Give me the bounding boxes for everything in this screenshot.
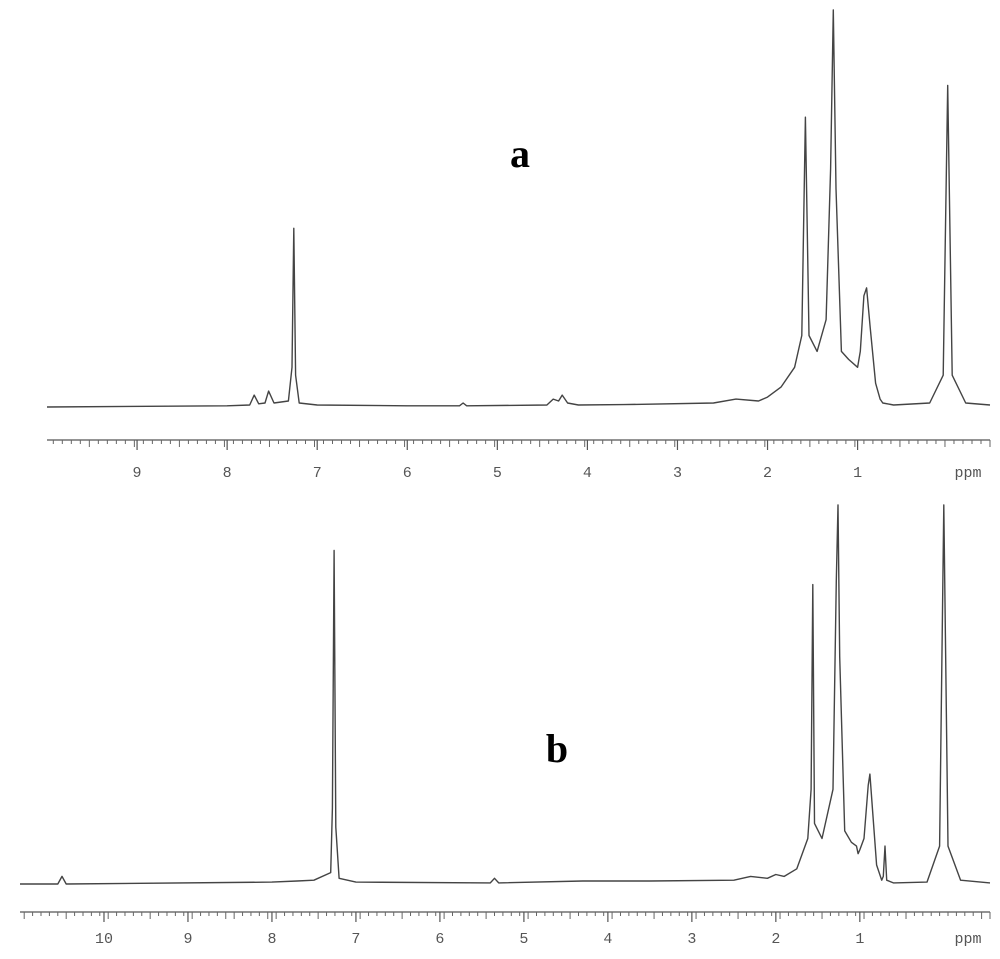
x-tick-label: 3 — [687, 931, 696, 948]
x-tick-label: 4 — [583, 465, 592, 482]
x-tick-label: 8 — [267, 931, 276, 948]
x-tick-label: 5 — [519, 931, 528, 948]
x-tick-label: 7 — [351, 931, 360, 948]
x-tick-label: 10 — [95, 931, 113, 948]
x-tick-label: 7 — [313, 465, 322, 482]
spectrum-line — [20, 504, 991, 885]
x-tick-label: 1 — [853, 465, 862, 482]
x-axis-label: ppm — [954, 465, 981, 482]
spectrum-line — [46, 9, 991, 408]
x-tick-label: 1 — [855, 931, 864, 948]
x-tick-label: 2 — [763, 465, 772, 482]
x-tick-label: 8 — [223, 465, 232, 482]
x-axis-label: ppm — [954, 931, 981, 948]
x-tick-label: 4 — [603, 931, 612, 948]
x-tick-label: 2 — [771, 931, 780, 948]
x-tick-label: 6 — [403, 465, 412, 482]
panel-label: b — [546, 726, 568, 771]
panel-label: a — [510, 131, 530, 176]
x-tick-label: 9 — [183, 931, 192, 948]
x-tick-label: 5 — [493, 465, 502, 482]
x-tick-label: 3 — [673, 465, 682, 482]
x-tick-label: 9 — [133, 465, 142, 482]
x-tick-label: 6 — [435, 931, 444, 948]
